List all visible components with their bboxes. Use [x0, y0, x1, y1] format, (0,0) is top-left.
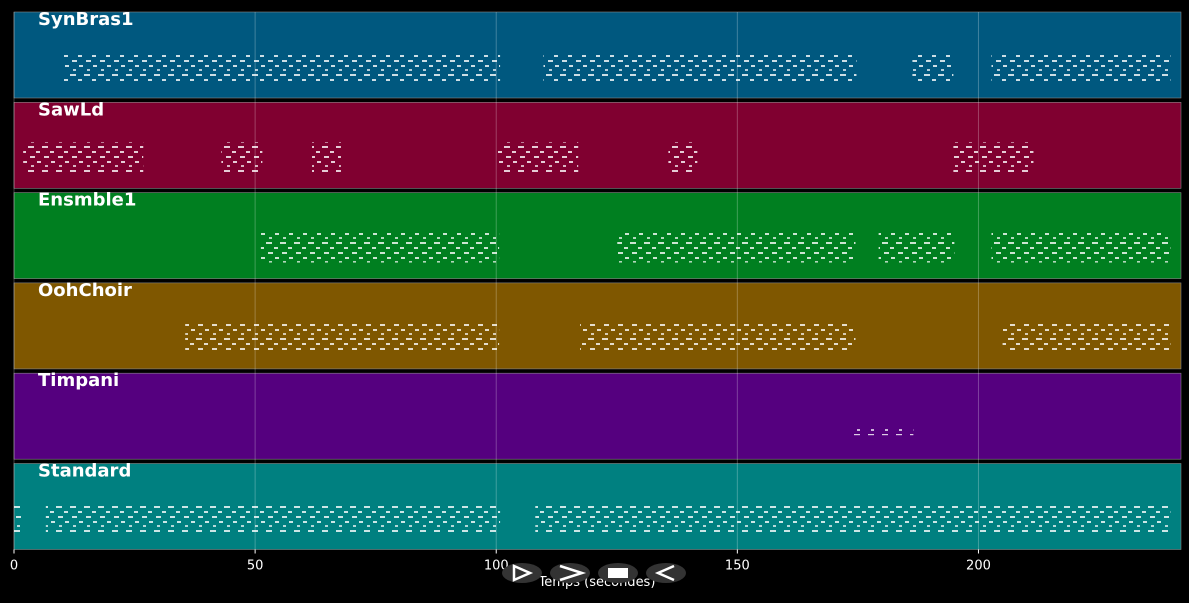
- note-cluster: [991, 52, 1171, 82]
- x-tick-label: 100: [484, 559, 509, 574]
- track-name: Standard: [38, 461, 131, 482]
- track-name: OohChoir: [38, 280, 132, 301]
- track-name: Ensmble1: [38, 190, 136, 211]
- x-tick-label: 0: [10, 559, 18, 574]
- track-name: Timpani: [38, 370, 119, 391]
- track-lane: [13, 192, 1182, 279]
- note-cluster: [580, 322, 856, 353]
- note-cluster: [497, 142, 579, 173]
- note-cluster: [185, 322, 500, 353]
- note-cluster: [617, 232, 856, 263]
- note-cluster: [14, 503, 22, 534]
- note-cluster: [953, 142, 1034, 173]
- forward-button[interactable]: [550, 563, 590, 583]
- stop-button[interactable]: [598, 563, 638, 583]
- note-cluster: [535, 503, 1171, 534]
- x-tick-label: 50: [247, 559, 264, 574]
- x-tick-label: 200: [966, 559, 991, 574]
- note-cluster: [912, 52, 954, 82]
- track-lane: [13, 372, 1182, 460]
- note-cluster: [1002, 322, 1171, 353]
- note-cluster: [23, 142, 144, 173]
- play-button[interactable]: [502, 563, 542, 583]
- note-cluster: [45, 503, 501, 534]
- note-cluster: [260, 232, 500, 263]
- track-name: SawLd: [38, 99, 104, 120]
- rewind-button[interactable]: [646, 563, 686, 583]
- note-cluster: [543, 52, 857, 82]
- note-cluster: [668, 142, 698, 173]
- note-cluster: [878, 232, 955, 263]
- playback-controls: [502, 563, 686, 583]
- note-cluster: [63, 52, 501, 82]
- note-cluster: [221, 142, 263, 173]
- note-cluster: [853, 427, 914, 436]
- note-cluster: [312, 142, 341, 173]
- track-name: SynBras1: [38, 9, 134, 30]
- x-tick-label: 150: [725, 559, 750, 574]
- note-cluster: [991, 232, 1171, 263]
